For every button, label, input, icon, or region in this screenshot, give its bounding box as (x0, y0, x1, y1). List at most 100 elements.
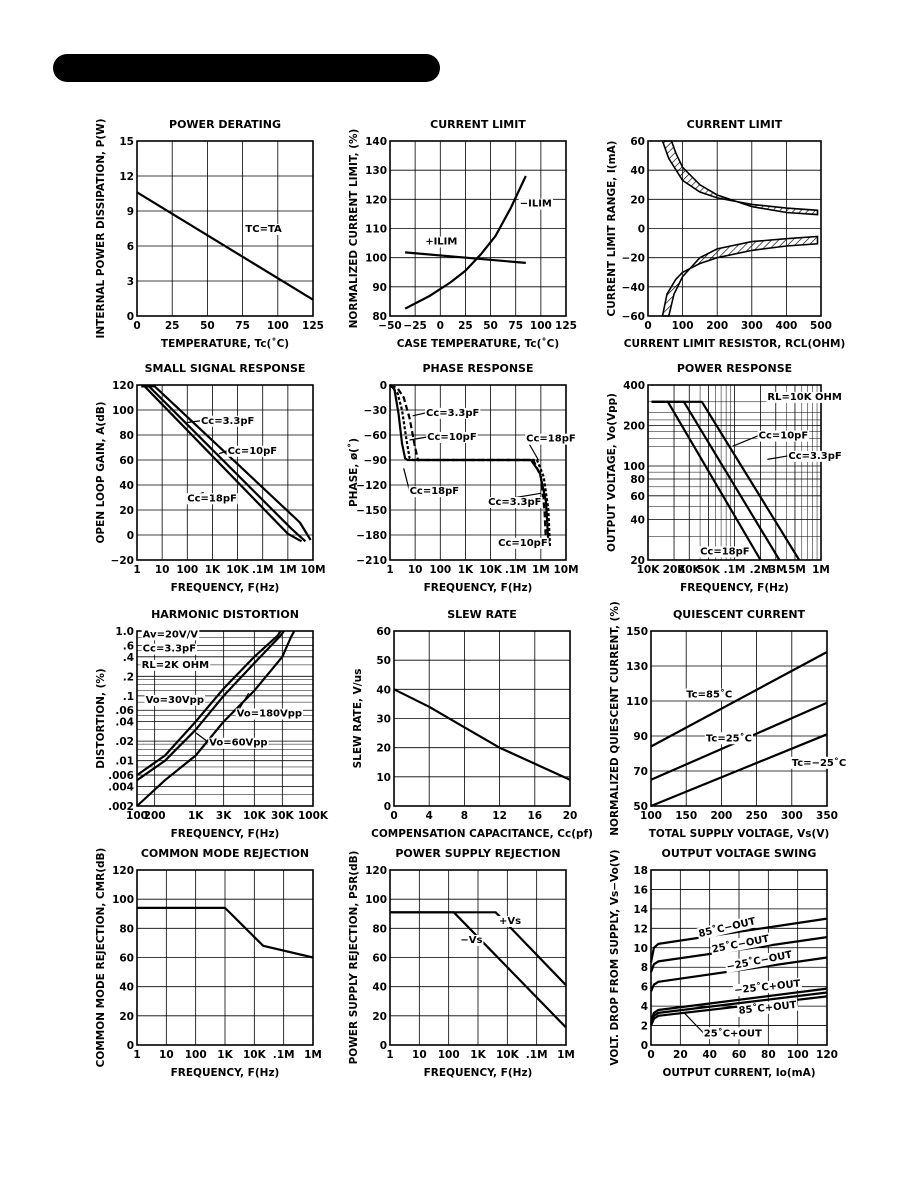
annotation-bg (766, 391, 843, 403)
y-tick-label: 10 (376, 772, 391, 784)
x-tick-label: 30K (678, 564, 702, 576)
x-tick-label: .1M (505, 564, 527, 576)
x-tick-label: 400 (775, 320, 797, 332)
y-axis-label: VOLT. DROP FROM SUPPLY, Vs−Vo(V) (609, 849, 621, 1065)
x-tick-label: 10 (408, 564, 423, 576)
x-tick-label: 1K (205, 564, 221, 576)
series-line-−ILIM (404, 175, 527, 310)
x-tick-label: 50 (200, 320, 215, 332)
y-tick-label: 4 (641, 1001, 648, 1013)
annotation-bg (208, 737, 269, 749)
x-tick-label: 40 (702, 1049, 717, 1061)
y-tick-label: 60 (119, 953, 134, 965)
x-axis-label: OUTPUT CURRENT, Io(mA) (662, 1067, 815, 1079)
series-line-Tc=85˚C (650, 651, 828, 748)
y-tick-label: 100 (112, 894, 134, 906)
x-axis-label: TOTAL SUPPLY VOLTAGE, Vs(V) (649, 828, 830, 840)
y-tick-label: −180 (356, 530, 387, 542)
x-tick-label: 100 (787, 1049, 809, 1061)
x-tick-label: 80 (761, 1049, 776, 1061)
y-tick-label: .1 (123, 691, 134, 703)
annotation: Cc=18pF (526, 434, 576, 445)
current-limit-temp-chart: CURRENT LIMIT−50 −25 0 25 50 75 100 12580901001… (348, 118, 577, 350)
annotation-bg (757, 430, 810, 442)
x-tick-label: 16 (527, 810, 542, 822)
y-axis-label: NORMALIZED QUIESCENT CURRENT, (%) (609, 601, 621, 836)
y-axis-label: OUTPUT VOLTAGE, Vo(Vpp) (606, 393, 618, 552)
annotation: Cc=10pF (427, 432, 477, 443)
x-tick-label: .2M (750, 564, 772, 576)
chart-title: CURRENT LIMIT (430, 118, 526, 131)
x-tick-label: −25 (403, 320, 426, 332)
annotation: 85˚C−OUT (697, 915, 756, 940)
x-tick-label: 0 (647, 1049, 654, 1061)
series-line-+ILIM (405, 251, 526, 264)
x-tick-label: 1M (279, 564, 297, 576)
leader-line (732, 434, 759, 447)
x-tick-label: 100K (298, 810, 329, 822)
x-axis-label: COMPENSATION CAPACITANCE, Cc(pf) (371, 828, 593, 840)
annotation: RL=10K OHM (767, 392, 841, 403)
y-tick-label: 130 (626, 661, 648, 673)
plot-frame (136, 630, 314, 807)
y-axis-label: CURRENT LIMIT RANGE, I(mA) (606, 141, 618, 317)
power-supply-rejection-chart: POWER SUPPLY REJECTION 1 10 100 1K 10K .1M 1M 0 2… (348, 847, 575, 1079)
x-tick-label: 25 (458, 320, 473, 332)
y-tick-label: 50 (633, 801, 648, 813)
y-tick-label: −40 (622, 282, 645, 294)
x-tick-label: 10K (243, 810, 267, 822)
y-tick-label: 12 (633, 923, 648, 935)
annotation: 25˚C+OUT (704, 1027, 762, 1039)
x-tick-label: 200 (710, 810, 732, 822)
y-tick-label: 100 (365, 253, 387, 265)
x-tick-label: 1 (133, 1049, 140, 1061)
y-tick-label: 100 (365, 894, 387, 906)
slew-rate-chart: SLEW RATE 0 4 8 12 16 20 0 10 20 30 40 50 60 COMPENSAT… (352, 608, 593, 840)
y-tick-label: 60 (630, 136, 645, 148)
y-axis-label: NORMALIZED CURRENT LIMIT, (%) (348, 129, 360, 329)
y-tick-label: .01 (115, 756, 134, 768)
annotation: Tc=25˚C (706, 732, 752, 744)
annotation-bg (426, 432, 478, 443)
chart-title: CURRENT LIMIT (687, 118, 783, 131)
x-tick-label: 50 (483, 320, 498, 332)
x-tick-label: 0 (133, 320, 140, 332)
y-tick-label: 120 (112, 380, 134, 392)
x-tick-label: 120 (816, 1049, 838, 1061)
y-tick-label: 400 (623, 380, 645, 392)
plot-frame (136, 140, 314, 317)
x-axis-label: CURRENT LIMIT RESISTOR, RCL(OHM) (624, 338, 846, 350)
y-tick-label: 10 (633, 943, 648, 955)
y-tick-label: 0 (127, 1040, 134, 1052)
annotation: −ILIM (520, 199, 552, 210)
series-line-Cc=10pF (389, 384, 552, 548)
x-tick-label: 1 (386, 1049, 393, 1061)
y-tick-label: 80 (119, 430, 134, 442)
y-tick-label: 80 (630, 474, 645, 486)
x-tick-label: 10K (496, 1049, 520, 1061)
annotation-bg (186, 493, 238, 505)
y-tick-label: 6 (127, 241, 134, 253)
y-tick-label: 90 (633, 731, 648, 743)
plot-frame (647, 140, 822, 317)
x-tick-label: 300 (781, 810, 803, 822)
annotation-bg (525, 433, 577, 445)
y-tick-label: 80 (372, 923, 387, 935)
y-tick-label: 120 (365, 194, 387, 206)
y-tick-label: 20 (630, 555, 645, 567)
y-tick-label: 15 (119, 136, 134, 148)
y-tick-label: .002 (108, 801, 134, 813)
x-tick-label: 10M (553, 564, 578, 576)
plot-frame (389, 384, 567, 561)
y-tick-label: 50 (376, 655, 391, 667)
y-tick-label: 40 (372, 982, 387, 994)
y-tick-label: 40 (630, 165, 645, 177)
x-tick-label: 1M (304, 1049, 322, 1061)
x-tick-label: 30K (271, 810, 295, 822)
y-tick-label: 14 (633, 904, 648, 916)
x-tick-label: 10 (412, 1049, 427, 1061)
y-tick-label: 60 (630, 491, 645, 503)
x-tick-label: 100 (267, 320, 289, 332)
x-tick-label: 10K (226, 564, 250, 576)
annotation-bg (199, 415, 256, 427)
